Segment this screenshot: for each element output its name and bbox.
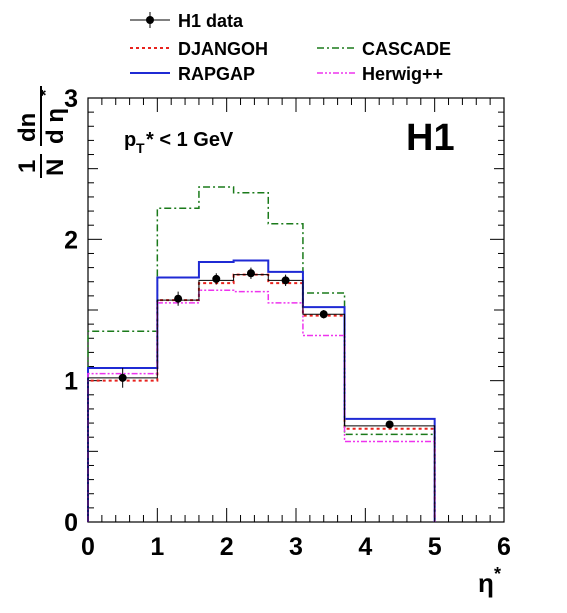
x-tick-label: 2: [220, 533, 234, 561]
histograms: [87, 186, 436, 522]
legend-label-cascade: CASCADE: [362, 39, 451, 59]
series-herwig-histogram: [87, 289, 436, 522]
series-rapgap-histogram: [87, 259, 436, 522]
tick-labels: 0 1 2 3 4 5 6 0 1 2 3: [64, 85, 511, 561]
legend-label-djangoh: DJANGOH: [178, 39, 268, 59]
legend-item-cascade: CASCADE: [317, 39, 451, 59]
y-title-frac-num: 1: [14, 160, 41, 173]
legend-label-herwig: Herwig++: [362, 64, 443, 84]
cut-label-sub: T: [136, 140, 145, 156]
axis-ticks: [87, 97, 505, 523]
series-thin-histogram: [87, 274, 436, 522]
data-point: [281, 276, 290, 285]
x-tick-label: 1: [150, 533, 164, 561]
legend-item-rapgap: RAPGAP: [130, 64, 255, 84]
data-point: [246, 269, 255, 278]
y-tick-label: 0: [64, 509, 78, 537]
data-point: [319, 310, 328, 319]
y-title-den-main: d η: [42, 108, 69, 144]
data-point: [118, 373, 127, 382]
x-tick-label: 0: [81, 533, 95, 561]
y-title-frac-den: N: [42, 159, 69, 176]
y-axis-title: 1 N dn d η *: [14, 86, 69, 178]
y-title-num: dn: [14, 113, 41, 142]
legend-data-marker: [146, 16, 154, 24]
x-title-main: η: [478, 568, 494, 598]
legend-item-djangoh: DJANGOH: [130, 39, 268, 59]
x-tick-label: 5: [428, 533, 442, 561]
x-axis-title: η *: [478, 564, 501, 598]
legend: H1 data DJANGOH CASCADE RAPGAP Herwig++: [130, 11, 451, 84]
data-points: [118, 267, 394, 429]
y-tick-label: 1: [64, 368, 78, 396]
legend-label-rapgap: RAPGAP: [178, 64, 255, 84]
cut-annotation: p T * < 1 GeV: [124, 129, 234, 156]
data-point: [174, 294, 183, 303]
y-tick-label: 3: [64, 85, 78, 113]
series-djangoh-histogram: [87, 273, 436, 522]
series-cascade-histogram: [87, 186, 436, 522]
x-title-sup: *: [494, 564, 501, 584]
x-tick-label: 3: [289, 533, 303, 561]
cut-label-rest: * < 1 GeV: [146, 129, 234, 151]
data-point: [385, 420, 394, 429]
legend-item-herwig: Herwig++: [317, 64, 443, 84]
legend-item-data: H1 data: [130, 11, 244, 31]
experiment-label: H1: [406, 117, 455, 159]
x-tick-label: 4: [358, 533, 372, 561]
x-tick-label: 6: [497, 533, 511, 561]
data-point: [212, 274, 221, 283]
y-title-den-sup: *: [38, 89, 55, 96]
y-tick-label: 2: [64, 226, 78, 254]
plot-frame: [87, 97, 505, 523]
cut-label-main: p: [124, 129, 136, 151]
legend-label-data: H1 data: [178, 11, 244, 31]
